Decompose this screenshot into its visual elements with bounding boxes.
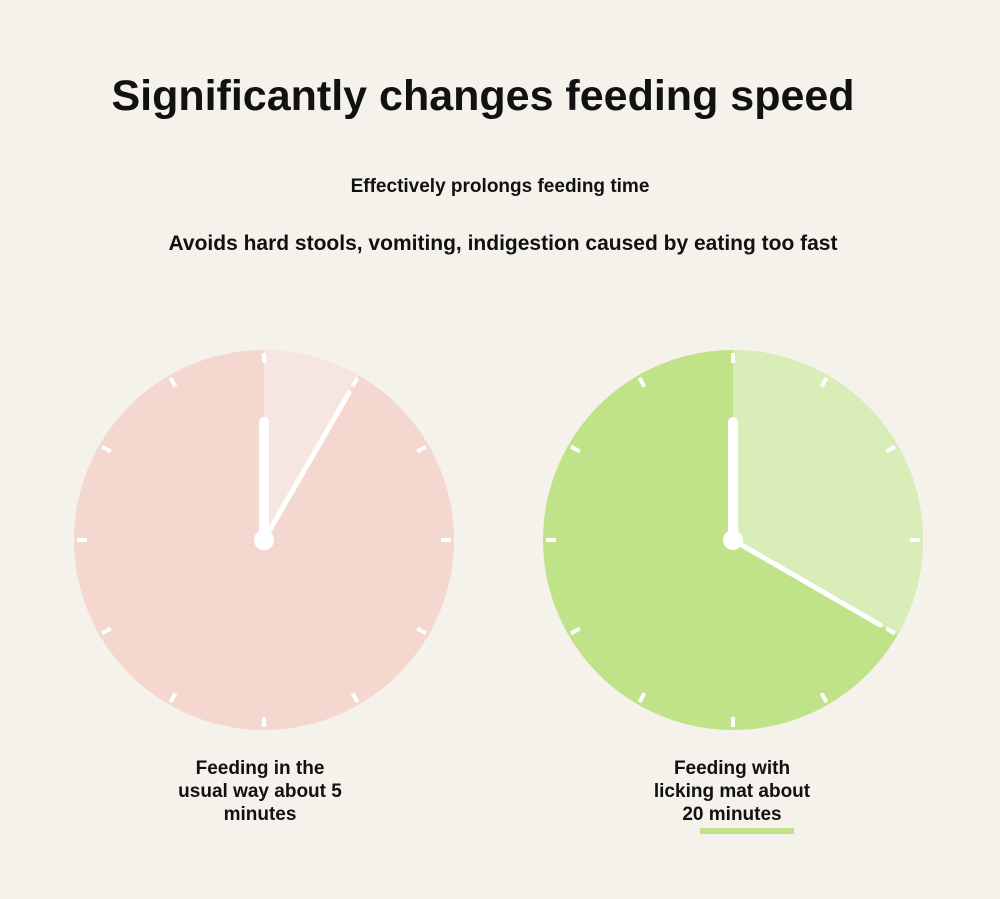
caption-usual-feeding: Feeding in the usual way about 5 minutes (165, 757, 355, 826)
subtitle: Effectively prolongs feeding time (350, 176, 650, 197)
clock-licking-mat (543, 350, 923, 730)
caption-line: usual way about 5 (178, 781, 342, 802)
hour-tick (416, 626, 427, 636)
caption-line: licking mat about (653, 781, 811, 802)
hour-tick (570, 444, 581, 454)
minute-hand (261, 390, 352, 543)
caption-line: minutes (223, 804, 297, 825)
hour-tick (570, 626, 581, 636)
hour-tick (637, 377, 647, 388)
caption-line: Feeding with (673, 758, 791, 779)
caption-line: 20 minutes (682, 804, 782, 825)
hour-tick (885, 444, 896, 454)
highlight-underline (700, 828, 794, 834)
caption-line: Feeding in the (195, 758, 325, 779)
center-pin (723, 530, 743, 550)
minute-hand (730, 537, 883, 628)
hour-tick (416, 444, 427, 454)
hour-tick (819, 377, 829, 388)
tagline: Avoids hard stools, vomiting, indigestio… (168, 232, 838, 255)
center-pin (254, 530, 274, 550)
hour-tick (637, 692, 647, 703)
hour-tick (168, 692, 178, 703)
clock-usual-feeding (74, 350, 454, 730)
hour-tick (819, 692, 829, 703)
hour-tick (350, 377, 360, 388)
caption-licking-mat: Feeding with licking mat about 20 minute… (637, 757, 827, 826)
elapsed-time-wedge (264, 350, 359, 540)
page-title: Significantly changes feeding speed (111, 72, 855, 120)
hour-tick (101, 444, 112, 454)
hour-tick (168, 377, 178, 388)
hour-tick (101, 626, 112, 636)
elapsed-time-wedge (733, 350, 923, 635)
hour-tick (885, 626, 896, 636)
hour-tick (350, 692, 360, 703)
